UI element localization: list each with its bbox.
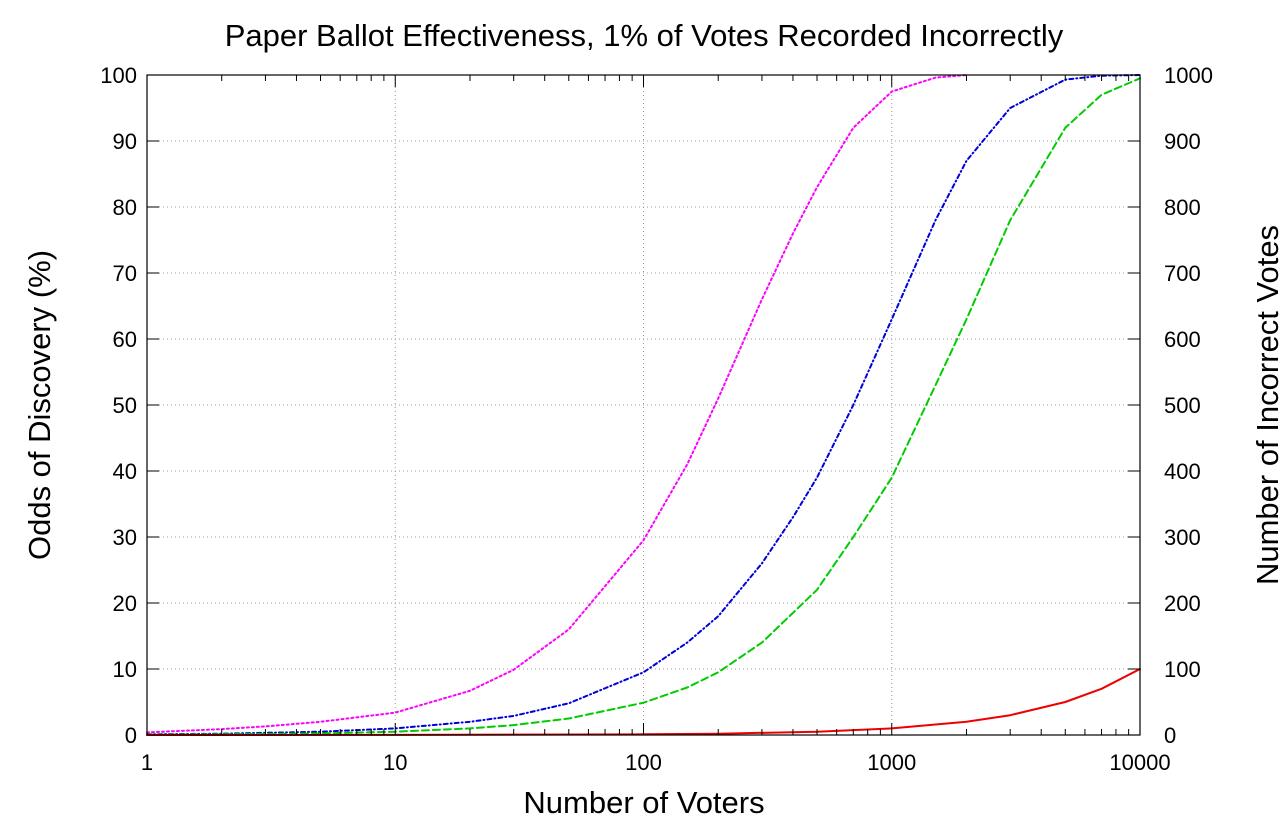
tick-labels: 0102030405060708090100010020030040050060…	[100, 63, 1213, 775]
y2-tick-label: 1000	[1164, 63, 1213, 88]
y-tick-label: 70	[113, 261, 137, 286]
x-tick-label: 10	[383, 750, 407, 775]
y2-tick-label: 100	[1164, 657, 1201, 682]
ticks	[146, 74, 1141, 736]
series-line-2	[146, 74, 1141, 736]
chart-title: Paper Ballot Effectiveness, 1% of Votes …	[225, 18, 1064, 53]
series-line-3	[146, 77, 1141, 736]
x-axis-label: Number of Voters	[523, 785, 764, 816]
y2-tick-label: 200	[1164, 591, 1201, 616]
y-tick-label: 60	[113, 327, 137, 352]
series-line-1	[146, 74, 968, 734]
y-tick-label: 80	[113, 195, 137, 220]
y-tick-label: 0	[125, 723, 137, 748]
y2-tick-label: 800	[1164, 195, 1201, 220]
y-tick-label: 90	[113, 129, 137, 154]
y2-tick-label: 600	[1164, 327, 1201, 352]
y-tick-label: 10	[113, 657, 137, 682]
y-tick-label: 40	[113, 459, 137, 484]
y2-axis-label: Number of Incorrect Votes	[1250, 225, 1285, 585]
x-tick-label: 1	[141, 750, 153, 775]
y-tick-label: 20	[113, 591, 137, 616]
y-tick-label: 50	[113, 393, 137, 418]
x-tick-label: 100	[625, 750, 662, 775]
y2-tick-label: 300	[1164, 525, 1201, 550]
x-tick-label: 10000	[1109, 750, 1170, 775]
y2-tick-label: 0	[1164, 723, 1176, 748]
y2-tick-label: 500	[1164, 393, 1201, 418]
y2-tick-label: 400	[1164, 459, 1201, 484]
x-tick-label: 1000	[867, 750, 916, 775]
y-axis-label: Odds of Discovery (%)	[22, 250, 57, 560]
grid	[147, 75, 1140, 735]
y2-tick-label: 900	[1164, 129, 1201, 154]
y2-tick-label: 700	[1164, 261, 1201, 286]
y-tick-label: 30	[113, 525, 137, 550]
y-tick-label: 100	[100, 63, 137, 88]
